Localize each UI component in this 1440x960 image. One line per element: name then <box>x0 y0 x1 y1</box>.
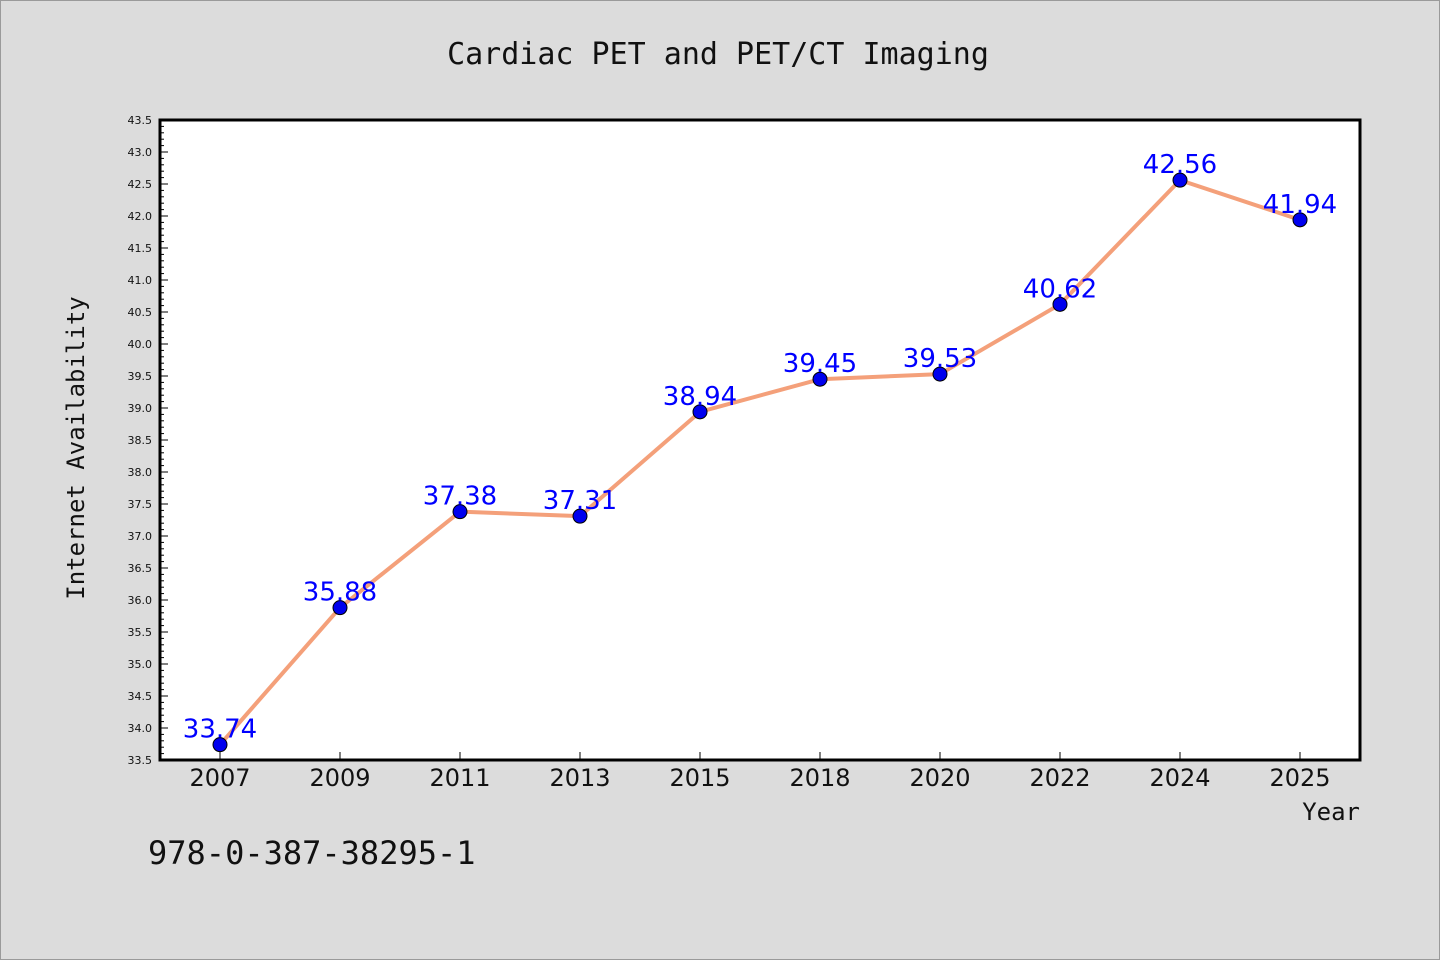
y-tick-label: 36.0 <box>128 594 153 607</box>
x-tick-label: 2011 <box>429 764 490 792</box>
data-point <box>332 600 348 616</box>
y-tick-label: 37.0 <box>128 530 153 543</box>
x-tick-label: 2009 <box>309 764 370 792</box>
footer-note: 978-0-387-38295-1 <box>148 834 476 872</box>
x-tick-label: 2025 <box>1269 764 1330 792</box>
data-label: 39.45 <box>783 349 857 379</box>
data-label: 38.94 <box>663 382 737 412</box>
series-line <box>218 178 1301 746</box>
x-tick-label: 2013 <box>549 764 610 792</box>
y-tick-label: 42.5 <box>128 178 153 191</box>
data-point <box>1292 212 1308 228</box>
y-tick-label: 41.0 <box>128 274 153 287</box>
x-axis-label: Year <box>1302 798 1360 826</box>
y-tick-label: 43.0 <box>128 146 153 159</box>
y-tick-label: 35.5 <box>128 626 153 639</box>
data-label: 39.53 <box>903 344 977 374</box>
y-tick-label: 40.5 <box>128 306 153 319</box>
chart-title: Cardiac PET and PET/CT Imaging <box>447 37 989 72</box>
data-point <box>692 404 708 420</box>
x-tick-label: 2022 <box>1029 764 1090 792</box>
y-tick-label: 35.0 <box>128 658 153 671</box>
y-tick-label: 38.5 <box>128 434 153 447</box>
data-point <box>452 504 468 520</box>
y-tick-label: 40.0 <box>128 338 153 351</box>
x-tick-label: 2007 <box>189 764 250 792</box>
y-tick-label: 43.5 <box>128 114 153 127</box>
data-labels-group: 33.74 35.88 37.38 37.31 38.94 39.45 39.53 40.62… <box>183 150 1337 744</box>
y-tick-label: 36.5 <box>128 562 153 575</box>
y-tick-label: 41.5 <box>128 242 153 255</box>
data-point <box>812 371 828 387</box>
data-point <box>572 508 588 524</box>
data-label: 41.94 <box>1263 190 1337 220</box>
x-tick-label: 2024 <box>1149 764 1210 792</box>
y-axis-label: Internet Availability <box>62 296 90 599</box>
x-axis: 2007 2009 2011 2013 2015 2018 2020 2022 2024 2025 <box>189 752 1331 792</box>
y-tick-label: 38.0 <box>128 466 153 479</box>
data-point <box>1172 172 1188 188</box>
y-tick-label: 42.0 <box>128 210 153 223</box>
data-point <box>932 366 948 382</box>
plot-area <box>160 120 1360 760</box>
data-label: 42.56 <box>1143 150 1217 180</box>
plot-border <box>158 118 1362 762</box>
data-point <box>212 737 228 753</box>
y-tick-label: 34.0 <box>128 722 153 735</box>
x-tick-label: 2015 <box>669 764 730 792</box>
y-tick-label: 37.5 <box>128 498 153 511</box>
data-label: 37.31 <box>543 486 617 516</box>
x-tick-label: 2020 <box>909 764 970 792</box>
series-group <box>212 172 1308 753</box>
x-tick-label: 2018 <box>789 764 850 792</box>
y-tick-label: 34.5 <box>128 690 153 703</box>
y-tick-label: 39.0 <box>128 402 153 415</box>
data-label: 37.38 <box>423 482 497 512</box>
data-label: 40.62 <box>1023 274 1097 304</box>
data-label: 35.88 <box>303 578 377 608</box>
y-tick-label: 33.5 <box>128 754 153 767</box>
y-tick-label: 39.5 <box>128 370 153 383</box>
data-point <box>1052 296 1068 312</box>
data-label: 33.74 <box>183 715 257 745</box>
